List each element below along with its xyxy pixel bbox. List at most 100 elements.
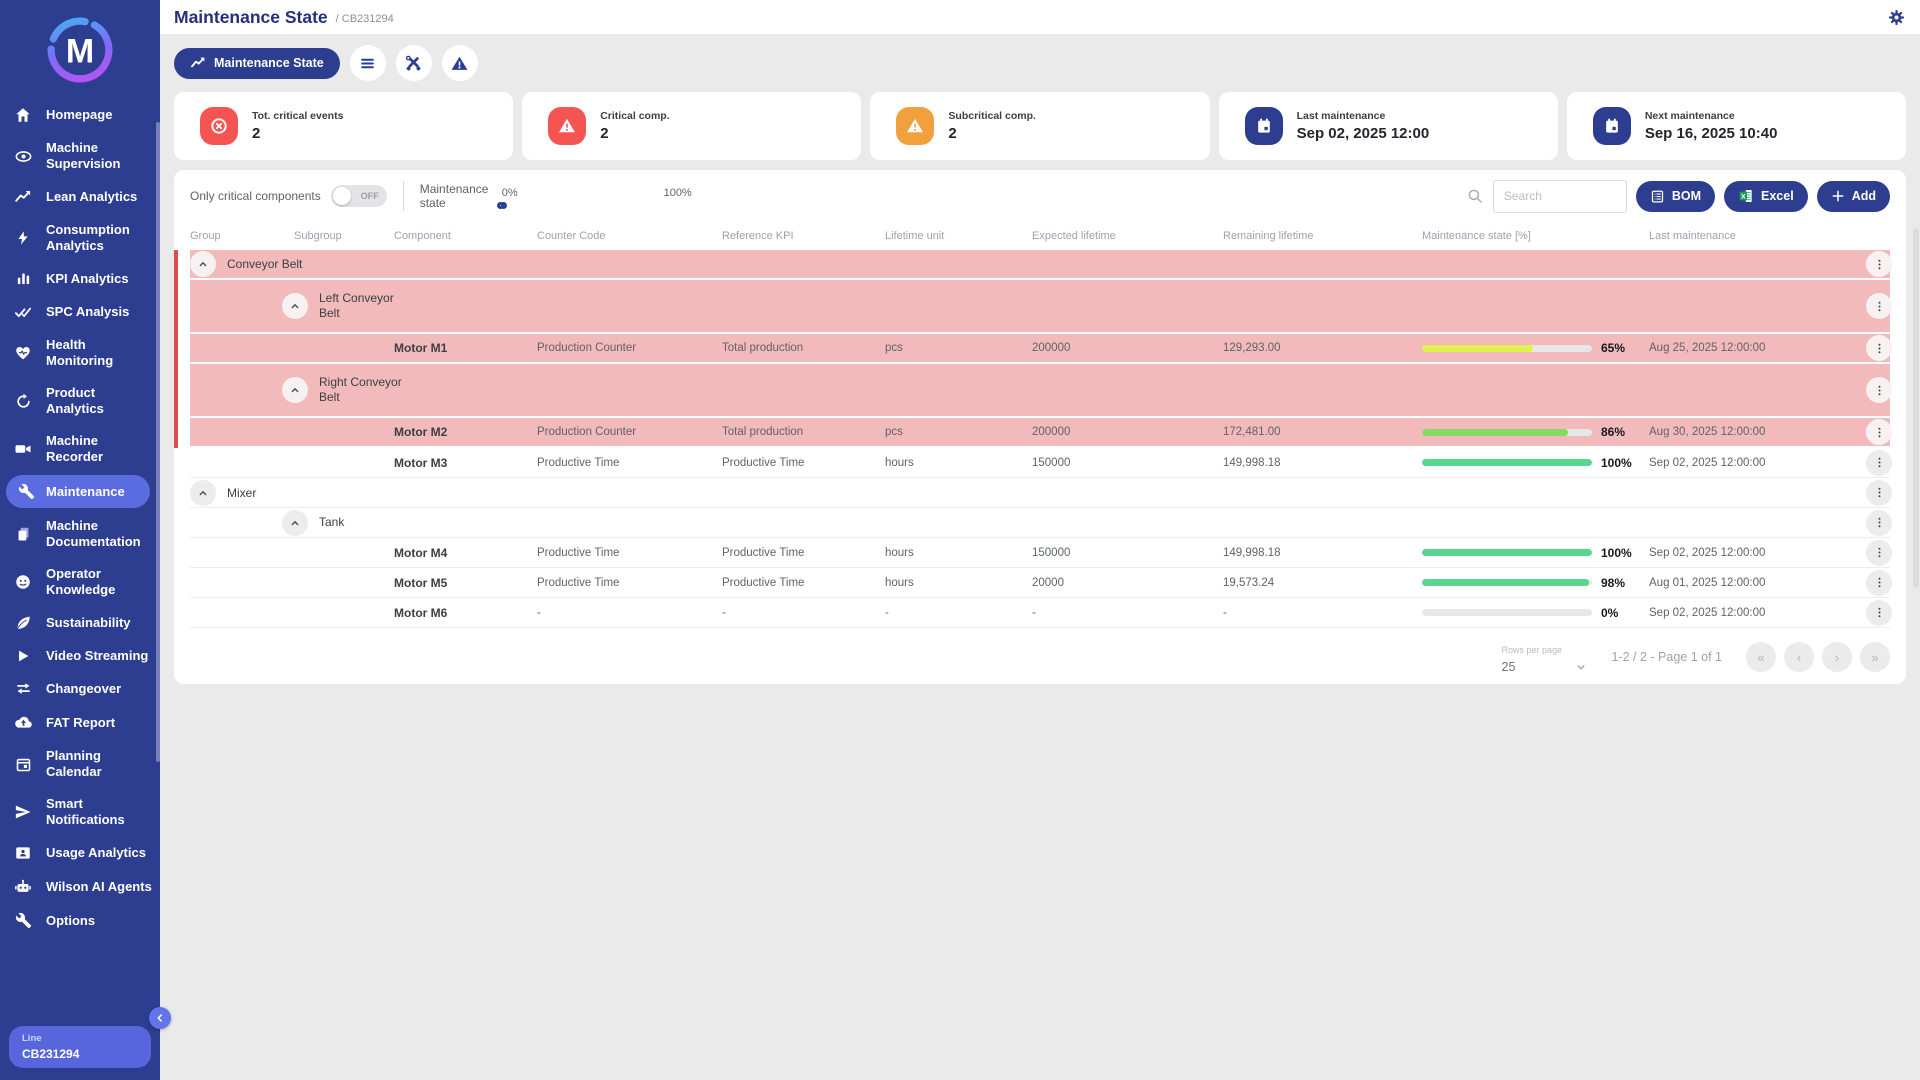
sidebar-item-operator-knowledge[interactable]: Operator Knowledge: [0, 558, 160, 606]
bom-list-icon: [1651, 190, 1663, 202]
slider-max-label: 100%: [663, 186, 692, 199]
line-selector[interactable]: Line CB231294: [9, 1026, 151, 1068]
table-row-component: Motor M2 Production Counter Total produc…: [190, 418, 1892, 448]
sidebar-item-video-streaming[interactable]: Video Streaming: [0, 640, 160, 672]
card-critical-comp: Critical comp. 2: [522, 92, 862, 160]
wrench-icon: [6, 483, 46, 500]
table-row-component: Motor M6 - - - - - 0% Sep 02, 2025 12:00…: [190, 598, 1892, 628]
leaf-icon: [0, 614, 46, 632]
first-page-button[interactable]: «: [1746, 642, 1776, 672]
row-menu-button[interactable]: [1866, 479, 1892, 506]
sidebar-item-sustainability[interactable]: Sustainability: [0, 606, 160, 640]
add-button[interactable]: Add: [1816, 180, 1890, 212]
hamburger-icon: [361, 58, 375, 68]
card-subcritical-comp: Subcritical comp. 2: [870, 92, 1210, 160]
col-counter-code: Counter Code: [537, 230, 606, 242]
progress-bar: [1422, 344, 1592, 352]
row-menu-button[interactable]: [1866, 599, 1892, 626]
logo-letter: M: [66, 32, 94, 70]
breadcrumb: / CB231294: [335, 12, 394, 25]
collapse-chevron-button[interactable]: [190, 479, 216, 506]
menu-view-button[interactable]: [349, 45, 386, 81]
table-row-component: Motor M4 Productive Time Productive Time…: [190, 538, 1892, 568]
calendar-icon: [1244, 107, 1283, 145]
sidebar-item-spc-analysis[interactable]: SPC Analysis: [0, 295, 160, 329]
sidebar-item-smart-notifications[interactable]: Smart Notifications: [0, 788, 160, 836]
video-camera-icon: [0, 440, 46, 458]
row-menu-button[interactable]: [1866, 419, 1892, 445]
sidebar-item-usage-analytics[interactable]: Usage Analytics: [0, 836, 160, 870]
excel-export-button[interactable]: X Excel: [1724, 180, 1808, 212]
collapse-chevron-button[interactable]: [190, 251, 216, 277]
table-row-subgroup: Right Conveyor Belt: [190, 364, 1892, 418]
last-page-button[interactable]: »: [1860, 642, 1890, 672]
sidebar-item-lean-analytics[interactable]: Lean Analytics: [0, 180, 160, 214]
rows-per-page-select[interactable]: Rows per page 25: [1502, 640, 1588, 674]
maintenance-table-panel: Only critical components OFF Maintenance…: [174, 170, 1906, 684]
sidebar-collapse-button[interactable]: [149, 1007, 171, 1029]
row-menu-button[interactable]: [1866, 335, 1892, 361]
sidebar-scrollbar[interactable]: [156, 122, 160, 762]
col-lifetime-unit: Lifetime unit: [885, 230, 945, 242]
sidebar-item-kpi-analytics[interactable]: KPI Analytics: [0, 262, 160, 295]
collapse-chevron-button[interactable]: [282, 293, 308, 319]
row-menu-button[interactable]: [1866, 293, 1892, 319]
sidebar-item-maintenance[interactable]: Maintenance: [6, 475, 150, 508]
row-menu-button[interactable]: [1866, 251, 1892, 277]
card-last-maintenance: Last maintenance Sep 02, 2025 12:00: [1218, 92, 1558, 160]
table-row-group: Mixer: [190, 478, 1892, 508]
sidebar-item-changeover[interactable]: Changeover: [0, 672, 160, 705]
row-menu-button[interactable]: [1866, 569, 1892, 596]
maintenance-state-cell: 100%: [1422, 456, 1649, 470]
sidebar-item-consumption-analytics[interactable]: Consumption Analytics: [0, 214, 160, 262]
col-reference-kpi: Reference KPI: [722, 230, 794, 242]
progress-bar: [1422, 609, 1592, 616]
bom-button[interactable]: BOM: [1635, 180, 1716, 212]
sidebar-item-options[interactable]: Options: [0, 904, 160, 937]
documents-icon: [0, 526, 46, 543]
settings-gear-icon[interactable]: [1887, 8, 1906, 27]
col-group: Group: [190, 230, 221, 242]
col-expected-lifetime: Expected lifetime: [1032, 230, 1116, 242]
wrench-icon: [0, 912, 46, 929]
sidebar-item-planning-calendar[interactable]: Planning Calendar: [0, 740, 160, 788]
prev-page-button[interactable]: ‹: [1784, 642, 1814, 672]
next-page-button[interactable]: ›: [1822, 642, 1852, 672]
sidebar-item-machine-supervision[interactable]: Machine Supervision: [0, 132, 160, 180]
cloud-upload-icon: [0, 713, 46, 732]
table-row-subgroup: Left Conveyor Belt: [190, 280, 1892, 334]
sidebar-item-homepage[interactable]: Homepage: [0, 98, 160, 132]
row-menu-button[interactable]: [1866, 449, 1892, 476]
sidebar-item-wilson-ai-agents[interactable]: Wilson AI Agents: [0, 870, 160, 904]
table-scrollbar[interactable]: [1913, 228, 1919, 588]
search-input[interactable]: [1492, 179, 1627, 213]
sidebar-item-health-monitoring[interactable]: Health Monitoring: [0, 329, 160, 377]
alerts-view-button[interactable]: [441, 45, 478, 81]
row-menu-button[interactable]: [1866, 539, 1892, 566]
table-row-component: Motor M1 Production Counter Total produc…: [190, 334, 1892, 364]
collapse-chevron-button[interactable]: [282, 377, 308, 403]
warning-triangle-icon: [896, 107, 935, 145]
tools-view-button[interactable]: [395, 45, 432, 81]
top-bar: Maintenance State / CB231294: [160, 0, 1920, 34]
home-icon: [0, 106, 46, 124]
table-row-subgroup: Tank: [190, 508, 1892, 538]
slider-handle-max[interactable]: [496, 201, 504, 209]
maintenance-state-slider: 0% 100%: [496, 186, 692, 209]
row-menu-button[interactable]: [1866, 377, 1892, 403]
collapse-chevron-button[interactable]: [282, 509, 308, 536]
maintenance-state-view-button[interactable]: Maintenance State: [174, 47, 340, 79]
sidebar-item-product-analytics[interactable]: Product Analytics: [0, 377, 160, 425]
sidebar-item-machine-documentation[interactable]: Machine Documentation: [0, 510, 160, 558]
maintenance-state-cell: 86%: [1422, 425, 1649, 439]
bar-chart-icon: [0, 270, 46, 287]
col-component: Component: [394, 230, 451, 242]
id-card-icon: [0, 844, 46, 862]
row-menu-button[interactable]: [1866, 509, 1892, 536]
page-range-label: 1-2 / 2 - Page 1 of 1: [1611, 650, 1723, 664]
table-row-group: Conveyor Belt: [190, 250, 1892, 280]
sidebar-item-machine-recorder[interactable]: Machine Recorder: [0, 425, 160, 473]
circle-x-icon: [200, 107, 238, 145]
sidebar-item-fat-report[interactable]: FAT Report: [0, 705, 160, 740]
only-critical-toggle[interactable]: OFF: [330, 185, 387, 207]
